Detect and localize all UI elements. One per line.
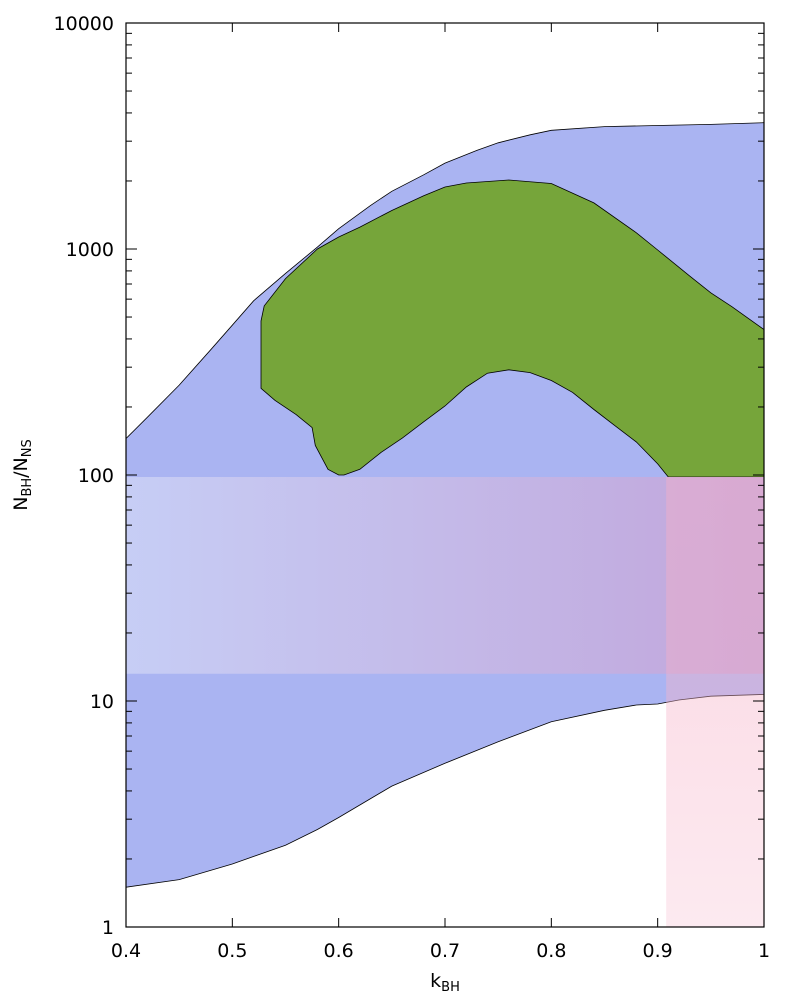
y-axis-label-den-sub: NS (20, 439, 35, 457)
y-axis-label-num: N (10, 497, 32, 511)
horizontal-band (126, 476, 764, 674)
y-tick-label: 100 (78, 465, 114, 487)
x-axis-label-main: k (430, 970, 441, 992)
y-axis-label-sep: / (10, 471, 32, 478)
band-pink-overlap (666, 476, 764, 674)
y-tick-label: 1000 (66, 239, 114, 261)
blue-region-upper-edge (125, 122, 765, 439)
x-tick-label: 0.7 (430, 940, 460, 962)
x-axis-label-sub: BH (441, 980, 460, 995)
y-tick-label: 1 (102, 917, 114, 939)
y-tick-label: 10 (90, 691, 114, 713)
x-tick-label: 1 (758, 940, 770, 962)
x-axis-label: kBH (430, 970, 460, 995)
y-tick-label: 10000 (54, 13, 114, 35)
y-axis-label: NBH/NNS (10, 439, 35, 511)
x-tick-label: 0.5 (217, 940, 247, 962)
x-tick-label: 0.6 (324, 940, 354, 962)
y-axis-label-den: N (10, 457, 32, 471)
x-tick-label: 0.4 (111, 940, 141, 962)
y-axis-label-num-sub: BH (20, 478, 35, 497)
x-tick-label: 0.8 (536, 940, 566, 962)
x-tick-label: 0.9 (643, 940, 673, 962)
